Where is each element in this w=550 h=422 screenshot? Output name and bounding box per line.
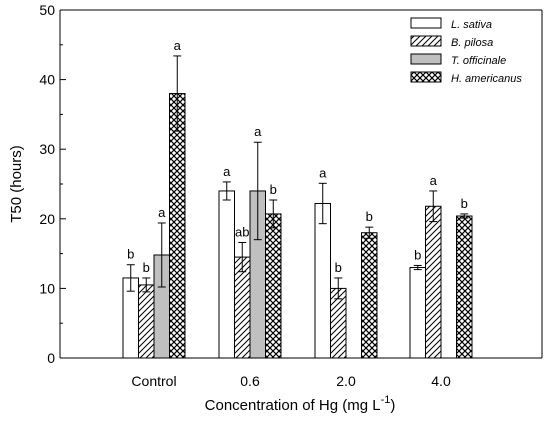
significance-label-1-2: b [335, 260, 342, 275]
significance-label-0-0: b [127, 247, 134, 262]
bar-1-1 [234, 256, 251, 359]
legend-label-0: L. sativa [451, 19, 492, 31]
significance-label-3-0: a [174, 38, 182, 53]
significance-label-2-1: a [254, 124, 262, 139]
legend-swatch-3 [410, 71, 442, 83]
significance-label-0-3: b [414, 247, 421, 262]
significance-label-3-1: b [270, 182, 277, 197]
significance-label-3-2: b [366, 209, 373, 224]
y-tick-label-5: 50 [39, 2, 55, 18]
x-tick-label-3: 4.0 [431, 373, 451, 389]
significance-label-1-3: a [430, 173, 438, 188]
x-tick-label-1: 0.6 [240, 373, 260, 389]
legend-swatch-2 [410, 53, 442, 65]
y-tick-label-2: 20 [39, 211, 55, 227]
significance-label-1-1: ab [235, 224, 249, 239]
significance-label-3-3: b [461, 196, 468, 211]
legend-label-1: B. pilosa [451, 37, 493, 49]
x-tick-label-0: Control [131, 373, 176, 389]
significance-label-1-0: b [143, 260, 150, 275]
bar-3-0 [169, 93, 186, 359]
legend-label-3: H. americanus [451, 73, 522, 85]
y-axis-title: T50 (hours) [8, 145, 25, 223]
legend-label-2: T. officinale [451, 55, 506, 67]
y-tick-label-3: 30 [39, 141, 55, 157]
x-axis-title: Concentration of Hg (mg L-1) [205, 394, 396, 414]
bar-3-3 [456, 215, 473, 359]
x-axis-title-main: Concentration of Hg (mg L [205, 397, 381, 414]
legend-swatch-1 [410, 35, 442, 47]
bar-1-0 [138, 284, 155, 359]
legend-swatch-0 [410, 17, 442, 29]
bar-3-2 [361, 232, 378, 359]
x-tick-label-2: 2.0 [336, 373, 356, 389]
significance-label-2-0: a [158, 205, 166, 220]
x-axis-title-exponent: -1 [381, 394, 391, 406]
y-tick-label-0: 0 [47, 350, 55, 366]
bar-0-3 [409, 267, 426, 359]
y-tick-label-4: 40 [39, 72, 55, 88]
significance-label-0-2: a [319, 165, 327, 180]
bar-0-1 [218, 190, 235, 359]
bar-1-3 [425, 205, 442, 359]
bar-0-2 [314, 202, 331, 359]
y-tick-label-1: 10 [39, 280, 55, 296]
x-axis-title-close: ) [390, 397, 395, 414]
significance-label-0-1: a [223, 164, 231, 179]
bar-3-1 [265, 213, 282, 359]
